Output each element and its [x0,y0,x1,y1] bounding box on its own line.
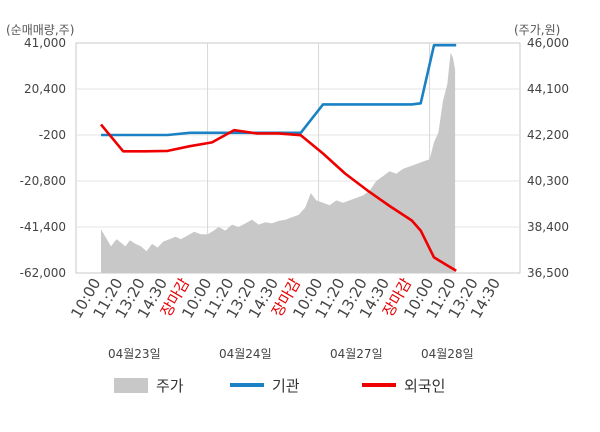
left-tick-label: -200 [39,128,66,142]
date-label: 04월27일 [330,347,383,361]
right-tick-label: 40,300 [527,174,569,188]
left-tick-label: 20,400 [24,82,66,96]
legend-swatch-foreigner [362,383,396,387]
legend: 주가 기관 외국인 [114,377,445,395]
legend-label: 주가 [156,377,184,395]
legend-label: 기관 [272,377,300,395]
left-tick-label: -20,800 [20,174,66,188]
institution-line [101,43,457,137]
left-axis-unit: (순매매량,주) [6,23,74,37]
date-label: 04월24일 [219,347,272,361]
price-area [101,52,456,274]
left-tick-label: 41,000 [24,36,66,50]
right-tick-label: 42,200 [527,128,569,142]
date-label: 04월28일 [421,347,474,361]
right-axis-unit: (주가,원) [514,23,560,37]
legend-label: 외국인 [404,377,445,395]
legend-swatch-price [114,378,148,393]
foreigner-line [99,123,457,272]
right-tick-label: 38,400 [527,220,569,234]
axes: 41,000 20,400 -200 -20,800 -41,400 -62,000 46,… [20,36,569,361]
legend-swatch-institution [230,383,264,387]
right-tick-label: 46,000 [527,36,569,50]
series-lines [99,43,457,272]
right-tick-label: 36,500 [527,266,569,280]
date-label: 04월23일 [108,347,161,361]
left-tick-label: -62,000 [20,266,66,280]
right-tick-label: 44,100 [527,82,569,96]
left-tick-label: -41,400 [20,220,66,234]
price-area-path [101,52,456,274]
